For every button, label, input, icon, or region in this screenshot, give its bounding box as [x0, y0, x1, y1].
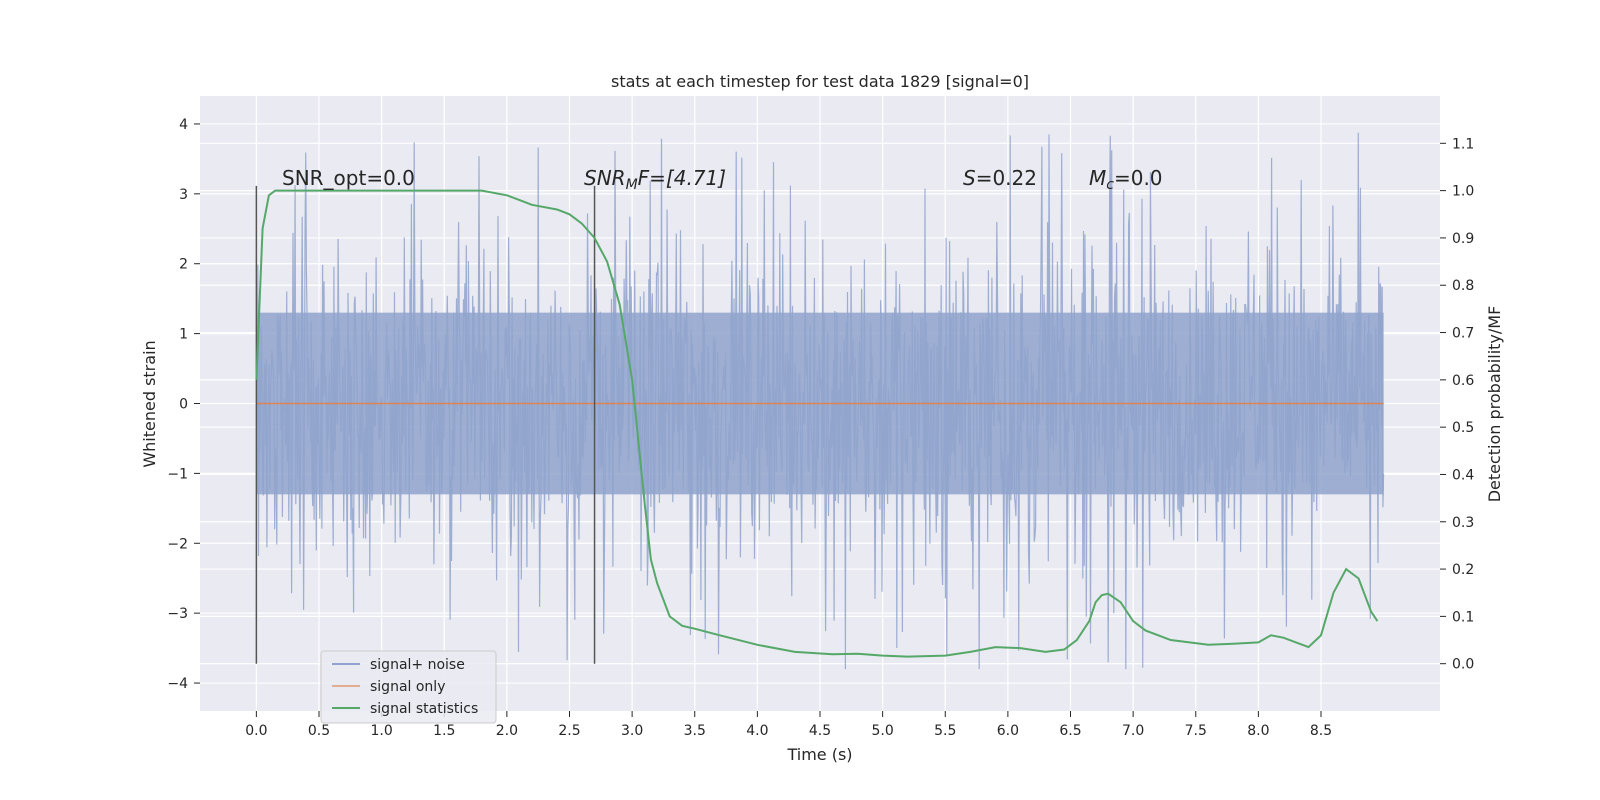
- y2-tick-label: 0.4: [1452, 467, 1474, 483]
- signal-statistics-line: [255, 189, 1379, 658]
- y2-tick-label: 0.1: [1452, 609, 1474, 625]
- y2-tick-label: 0.0: [1452, 657, 1474, 673]
- x-axis-ticks: 0.0 0.5 1.0 1.5 2.0 2.5 3.0 3.5 4.0 4.5 5.0 5.5 6.0 6…: [245, 711, 1332, 739]
- legend: signal+ noise signal only signal statist…: [320, 650, 497, 724]
- x-tick-label: 8.5: [1310, 723, 1332, 739]
- x-tick-label: 4.0: [746, 723, 768, 739]
- x-tick-label: 0.0: [245, 723, 267, 739]
- y2-tick-label: 0.7: [1452, 326, 1474, 342]
- x-tick-label: 0.5: [308, 723, 330, 739]
- x-tick-label: 5.5: [934, 723, 956, 739]
- y2-tick-label: 0.5: [1452, 420, 1474, 436]
- x-tick-label: 6.0: [997, 723, 1019, 739]
- x-tick-label: 8.0: [1247, 723, 1269, 739]
- x-tick-label: 2.5: [558, 723, 580, 739]
- annotation-s: S=0.22: [963, 166, 1037, 190]
- x-tick-label: 7.0: [1122, 723, 1144, 739]
- y2-axis-ticks: 1.1 1.0 0.9 0.8 0.7 0.6 0.5 0.4 0.3 0.2 0.1 0.0: [1440, 136, 1474, 673]
- legend-label-noise: signal+ noise: [370, 657, 465, 673]
- y-tick-label: 0: [179, 397, 188, 413]
- y-tick-label: −3: [167, 606, 188, 622]
- legend-label-signal: signal only: [370, 679, 445, 695]
- annotation-snr-mf: SNRMF=[4.71]: [584, 166, 726, 193]
- annotation-snr-opt: SNR_opt=0.0: [282, 166, 415, 190]
- y-tick-label: −2: [167, 536, 188, 552]
- y-tick-label: 3: [179, 187, 188, 203]
- x-tick-label: 7.5: [1185, 723, 1207, 739]
- y2-tick-label: 0.8: [1452, 278, 1474, 294]
- y2-tick-label: 0.6: [1452, 373, 1474, 389]
- x-tick-label: 1.5: [433, 723, 455, 739]
- y2-tick-label: 0.2: [1452, 562, 1474, 578]
- x-tick-label: 4.5: [809, 723, 831, 739]
- y2-axis-label: Detection probability/MF: [1485, 306, 1504, 503]
- y-tick-label: −4: [167, 676, 188, 692]
- y-tick-label: 2: [179, 257, 188, 273]
- y-axis-ticks: 4 3 2 1 0 −1 −2 −3 −4: [167, 117, 200, 692]
- y2-tick-label: 1.0: [1452, 184, 1474, 200]
- y-tick-label: 1: [179, 327, 188, 343]
- x-tick-label: 6.5: [1059, 723, 1081, 739]
- x-tick-label: 3.0: [621, 723, 643, 739]
- annotation-mc: Mc=0.0: [1089, 166, 1163, 193]
- x-tick-label: 2.0: [496, 723, 518, 739]
- x-axis-label: Time (s): [786, 745, 852, 764]
- y2-tick-label: 0.9: [1452, 231, 1474, 247]
- y-tick-label: −1: [167, 466, 188, 482]
- y2-tick-label: 0.3: [1452, 515, 1474, 531]
- x-tick-label: 1.0: [370, 723, 392, 739]
- chart-title: stats at each timestep for test data 182…: [611, 72, 1029, 91]
- legend-box: [320, 650, 497, 724]
- vertical-markers: [255, 185, 596, 664]
- x-tick-label: 3.5: [684, 723, 706, 739]
- y-tick-label: 4: [179, 117, 188, 133]
- legend-label-stats: signal statistics: [370, 701, 478, 717]
- y2-tick-label: 1.1: [1452, 136, 1474, 152]
- y-axis-label: Whitened strain: [140, 340, 159, 467]
- x-tick-label: 5.0: [871, 723, 893, 739]
